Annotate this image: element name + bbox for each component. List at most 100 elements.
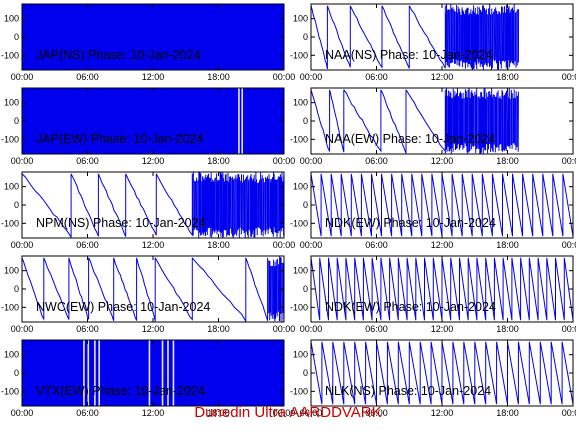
y-tick-label: 100 [293,98,308,108]
x-tick-label: 12:00 [142,240,165,250]
y-tick-label: -100 [1,218,19,228]
gap-mark [172,340,175,406]
x-tick-label: 18:00 [207,72,230,82]
series-line [311,4,520,70]
chart-panel: 1000-10000:0006:0012:0018:0000:00NAA(NS)… [290,3,576,82]
series-line [22,172,284,238]
y-tick-label: 0 [303,200,308,210]
x-tick-label: 06:00 [365,72,388,82]
x-tick-label: 00:00 [562,408,576,418]
x-tick-label: 00:00 [273,72,296,82]
chart-title: NAA(EW) Phase: 10-Jan-2024 [325,132,495,146]
y-tick-label: 100 [4,266,19,276]
x-tick-label: 12:00 [431,72,454,82]
y-tick-label: 0 [303,284,308,294]
y-tick-label: -100 [290,218,308,228]
y-tick-label: 100 [4,14,19,24]
y-tick-label: 0 [14,32,19,42]
x-tick-label: 00:00 [273,324,296,334]
x-tick-label: 18:00 [496,156,519,166]
x-tick-label: 06:00 [365,156,388,166]
y-tick-label: -100 [1,302,19,312]
x-tick-label: 00:00 [11,408,34,418]
x-tick-label: 00:00 [562,156,576,166]
y-tick-label: 100 [4,182,19,192]
y-tick-label: -100 [290,386,308,396]
y-tick-label: 100 [293,266,308,276]
x-tick-label: 12:00 [431,324,454,334]
x-tick-label: 12:00 [142,408,165,418]
y-tick-label: 0 [14,200,19,210]
x-tick-label: 00:00 [300,156,323,166]
chart-panel: 1000-10000:0006:0012:0018:0000:00NAA(EW)… [290,87,576,166]
x-tick-label: 06:00 [76,72,99,82]
y-tick-label: -100 [290,302,308,312]
x-tick-label: 06:00 [76,156,99,166]
series-fill [22,88,284,154]
x-tick-label: 06:00 [76,240,99,250]
y-tick-label: -100 [290,50,308,60]
gap-mark [83,340,85,406]
x-tick-label: 00:00 [562,72,576,82]
series-line [311,88,519,154]
x-tick-label: 06:00 [76,324,99,334]
chart-title: NPM(NS) Phase: 10-Jan-2024 [36,216,206,230]
x-tick-label: 12:00 [431,408,454,418]
series-line [311,173,573,237]
x-tick-label: 18:00 [207,156,230,166]
x-tick-label: 12:00 [431,240,454,250]
chart-title: NDK(EW) Phase: 10-Jan-2024 [325,216,496,230]
y-tick-label: 100 [4,350,19,360]
x-tick-label: 18:00 [496,72,519,82]
footer-label: Dunedin Ultra AARDDVARK [194,404,382,421]
x-tick-label: 18:00 [496,408,519,418]
gap-mark [167,340,169,406]
x-tick-label: 18:00 [496,324,519,334]
gap-mark [238,88,240,154]
x-tick-label: 18:00 [207,240,230,250]
x-tick-label: 06:00 [365,240,388,250]
x-tick-label: 12:00 [431,156,454,166]
series-fill [22,340,284,406]
series-fill [22,4,284,70]
chart-title: JAP(NS) Phase: 10-Jan-2024 [36,48,201,62]
x-tick-label: 00:00 [300,324,323,334]
x-tick-label: 00:00 [562,324,576,334]
series-line [311,257,573,321]
y-tick-label: 100 [4,98,19,108]
x-tick-label: 00:00 [300,408,323,418]
chart-title: NDK(EW) Phase: 10-Jan-2024 [325,300,496,314]
chart-title: NLK(NS) Phase: 10-Jan-2024 [325,384,491,398]
x-tick-label: 12:00 [142,324,165,334]
x-tick-label: 18:00 [207,408,230,418]
y-tick-label: 0 [14,284,19,294]
chart-title: JAP(EW) Phase: 10-Jan-2024 [36,132,203,146]
x-tick-label: 00:00 [11,156,34,166]
y-tick-label: 100 [293,182,308,192]
gap-mark [148,340,151,406]
chart-panel: 1000-10000:0006:0012:0018:0000:00NLK(NS)… [290,339,576,418]
y-tick-label: 0 [303,368,308,378]
x-tick-label: 00:00 [273,408,296,418]
x-tick-label: 12:00 [142,72,165,82]
series-line [22,256,284,322]
y-tick-label: 100 [293,350,308,360]
gap-mark [161,340,164,406]
x-tick-label: 00:00 [11,72,34,82]
y-tick-label: -100 [1,50,19,60]
y-tick-label: 0 [14,116,19,126]
y-tick-label: -100 [1,386,19,396]
gap-mark [241,88,244,154]
x-tick-label: 12:00 [142,156,165,166]
x-tick-label: 00:00 [300,72,323,82]
x-tick-label: 00:00 [300,240,323,250]
gap-mark [98,340,101,406]
gap-mark [94,340,96,406]
y-tick-label: 0 [303,32,308,42]
x-tick-label: 06:00 [365,324,388,334]
